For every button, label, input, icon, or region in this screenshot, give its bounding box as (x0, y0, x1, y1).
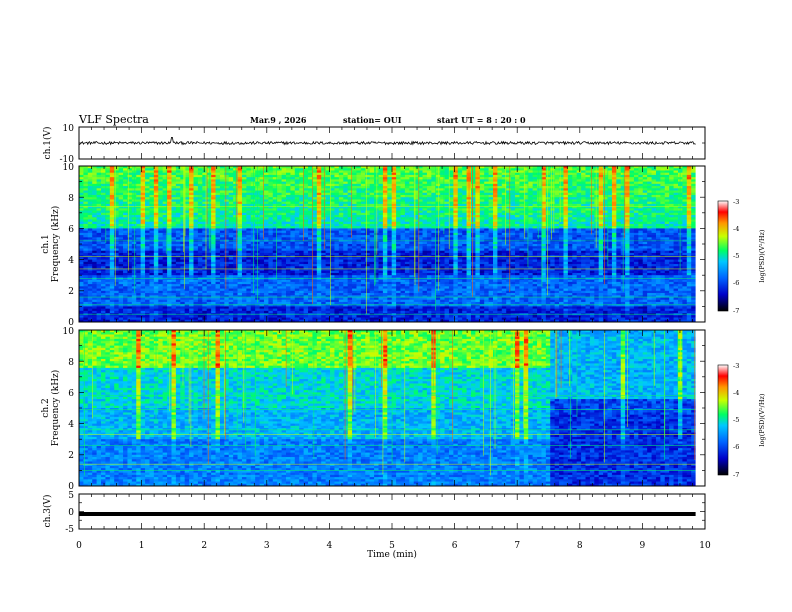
x-tick-label-1: 1 (139, 541, 145, 551)
ch2-spectrogram-ylabel-channel: ch.2 (41, 398, 51, 417)
header-station: station= OUI (343, 115, 402, 125)
ch2-spectrogram-image (79, 330, 705, 487)
x-tick-label-8: 8 (577, 541, 583, 551)
x-axis-tick-labels: 0 1 2 3 4 5 6 7 8 9 10 (76, 541, 711, 551)
x-tick-label-4: 4 (327, 541, 333, 551)
ch1-waveform-panel: 10 -10 ch.1(V) (42, 124, 706, 165)
ch2-ytick-6: 6 (68, 389, 74, 399)
ch2-ytick-4: 4 (68, 420, 74, 430)
ch1-spectrogram-panel: 0 2 4 6 8 10 ch.1 Frequency (kHz) -3 -4 … (41, 163, 766, 328)
ch2-spectrogram-panel: 0 2 4 6 8 10 ch.2 Frequency (kHz) -3 -4 … (41, 327, 766, 492)
ch1-ytick-10: 10 (63, 163, 75, 173)
x-tick-label-0: 0 (76, 541, 82, 551)
x-axis-label: Time (min) (367, 549, 417, 560)
ch1-spectrogram-ticks (78, 165, 706, 323)
ch2-ytick-0: 0 (68, 482, 74, 492)
ch1-ytick-bottom: -10 (60, 155, 75, 165)
ch2-colorbar-tick-m4: -4 (733, 389, 739, 397)
ch1-colorbar (717, 200, 729, 312)
ch2-ytick-10: 10 (63, 327, 75, 337)
header-date: Mar.9 , 2026 (250, 115, 307, 125)
ch1-spectrogram-ylabel-channel: ch.1 (41, 234, 51, 253)
ch3-ytick-top: 5 (68, 491, 74, 501)
ch2-ytick-8: 8 (68, 358, 74, 368)
ch1-colorbar-tick-m7: -7 (733, 307, 739, 315)
ch1-ytick-top: 10 (63, 124, 75, 134)
ch1-colorbar-tick-m5: -5 (733, 252, 739, 260)
ch1-spectrogram-ylabel-frequency: Frequency (kHz) (50, 206, 61, 283)
ch3-waveform-panel: 5 0 -5 ch.3(V) (42, 491, 706, 535)
ch1-ytick-0: 0 (68, 318, 74, 328)
ch2-colorbar (717, 364, 729, 476)
ch2-spectrogram-ylabel-frequency: Frequency (kHz) (50, 370, 61, 447)
x-tick-label-5: 5 (389, 541, 395, 551)
ch2-ytick-2: 2 (68, 451, 74, 461)
ch1-waveform-ticks (78, 126, 706, 160)
x-tick-label-3: 3 (264, 541, 270, 551)
ch1-ytick-8: 8 (68, 194, 74, 204)
ch1-colorbar-tick-m3: -3 (733, 198, 739, 206)
ch1-waveform-series (79, 136, 696, 146)
x-tick-label-6: 6 (452, 541, 458, 551)
ch3-ytick-mid: 0 (68, 508, 74, 518)
x-tick-label-7: 7 (514, 541, 520, 551)
header-start-ut: start UT = 8 : 20 : 0 (437, 115, 526, 125)
figure-title: VLF Spectra (78, 113, 149, 126)
ch1-ytick-2: 2 (68, 287, 74, 297)
ch1-waveform-ylabel: ch.1(V) (42, 127, 53, 160)
ch2-colorbar-tick-m7: -7 (733, 471, 739, 479)
ch2-spectrogram-ticks (78, 329, 706, 487)
ch3-ytick-bottom: -5 (65, 525, 74, 535)
ch1-spectrogram-image (79, 166, 705, 323)
ch1-colorbar-tick-m6: -6 (733, 279, 739, 287)
ch3-waveform-ticks (78, 493, 706, 530)
ch1-ytick-6: 6 (68, 225, 74, 235)
x-tick-label-10: 10 (699, 541, 711, 551)
ch1-colorbar-label: log(PSD)(V²/Hz) (758, 229, 766, 282)
ch2-colorbar-tick-m3: -3 (733, 362, 739, 370)
ch3-waveform-ylabel: ch.3(V) (42, 495, 53, 528)
ch2-colorbar-tick-m5: -5 (733, 416, 739, 424)
ch1-colorbar-tick-m4: -4 (733, 225, 739, 233)
ch1-ytick-4: 4 (68, 256, 74, 266)
x-tick-label-2: 2 (201, 541, 207, 551)
x-tick-label-9: 9 (640, 541, 646, 551)
ch2-colorbar-tick-m6: -6 (733, 443, 739, 451)
ch2-colorbar-label: log(PSD)(V²/Hz) (758, 393, 766, 446)
